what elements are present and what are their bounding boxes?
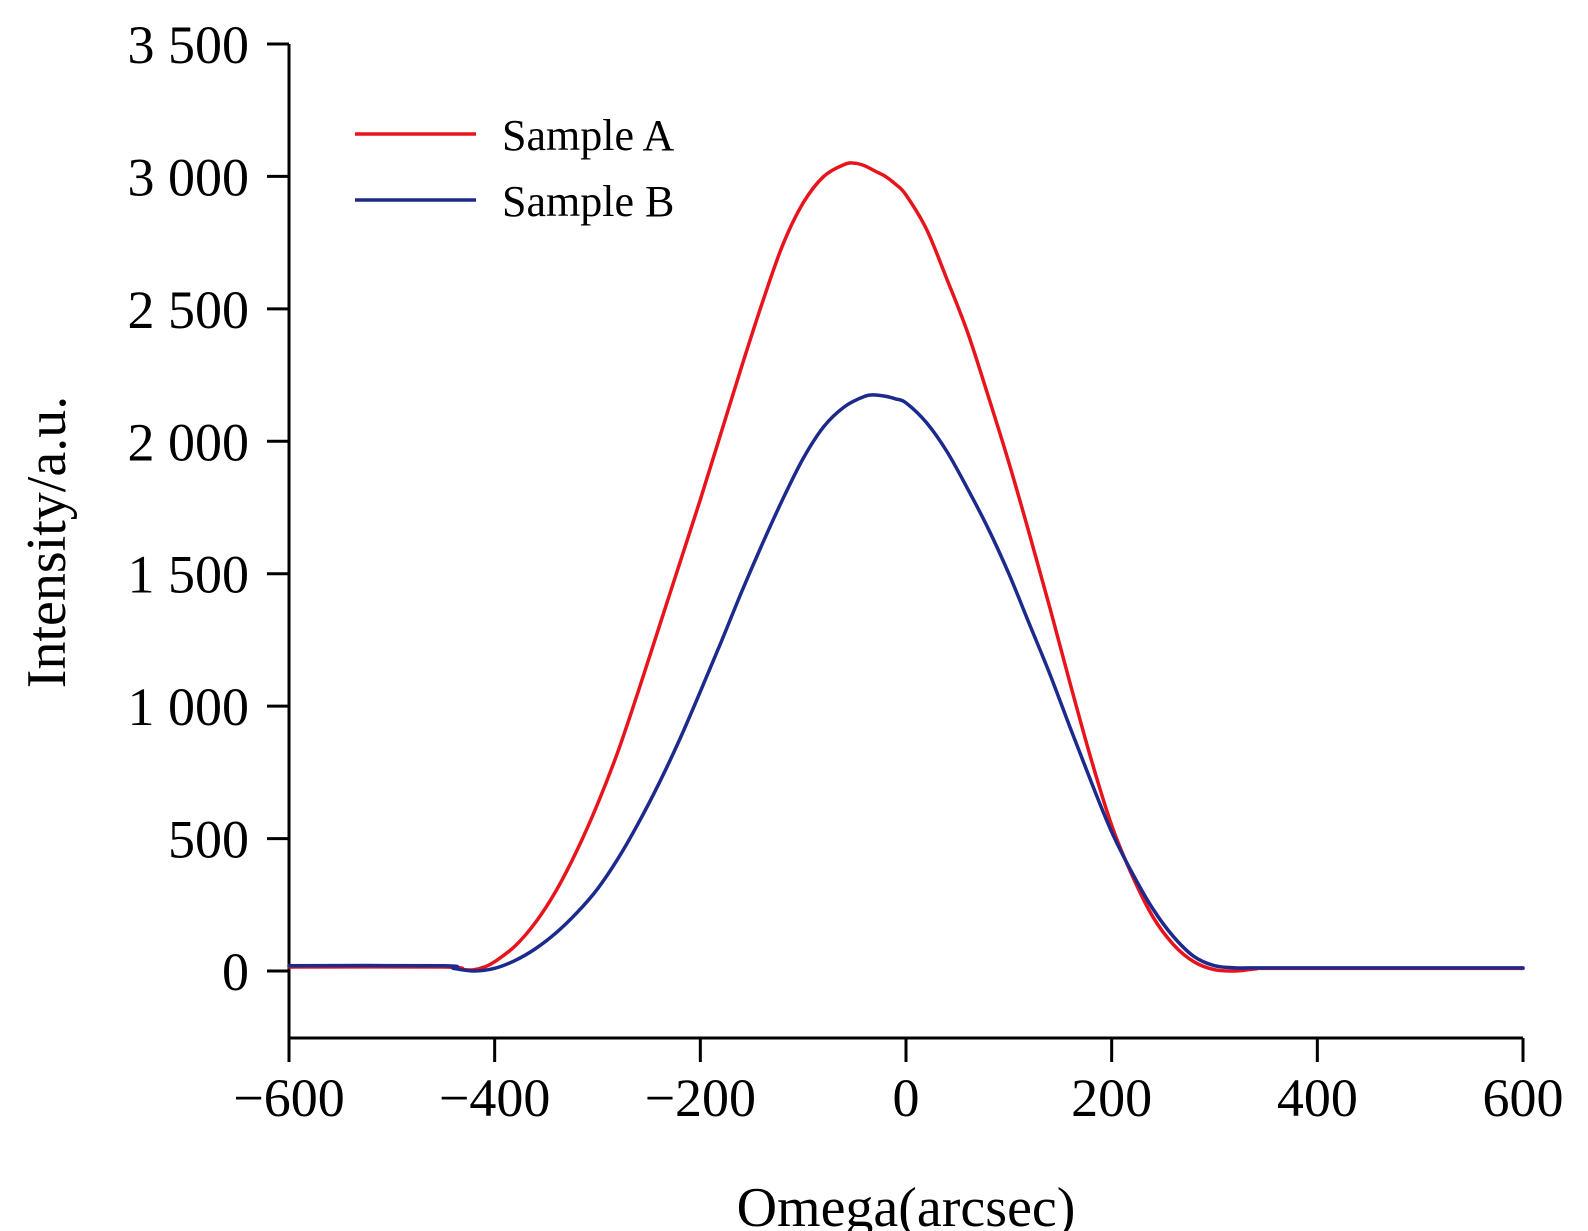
legend-label: Sample B [502, 177, 674, 226]
x-tick-label: 400 [1277, 1068, 1358, 1128]
y-tick-label: 3 500 [128, 15, 250, 75]
series-line-sample-a [287, 161, 1525, 973]
y-tick-label: 500 [168, 810, 249, 870]
x-tick-label: 600 [1483, 1068, 1564, 1128]
series-lines [287, 161, 1525, 973]
y-axis-title: Intensity/a.u. [16, 396, 78, 688]
x-tick-label: −200 [645, 1068, 756, 1128]
y-tick-label: 3 000 [128, 147, 250, 207]
legend-label: Sample A [502, 111, 675, 160]
x-tick-label: 200 [1071, 1068, 1152, 1128]
y-tick-label: 2 500 [128, 280, 250, 340]
y-tick-label: 2 000 [128, 412, 250, 472]
y-tick-label: 0 [222, 942, 249, 1002]
legend: Sample A Sample B [355, 111, 675, 226]
x-tick-label: −600 [233, 1068, 344, 1128]
x-tick-label: −400 [439, 1068, 550, 1128]
x-axis-title: Omega(arcsec) [737, 1177, 1076, 1231]
y-ticks: 0 500 1 000 1 500 2 000 2 500 3 000 3 500 [128, 15, 289, 1002]
y-tick-label: 1 500 [128, 545, 250, 605]
series-line-sample-b [287, 393, 1525, 973]
x-tick-label: 0 [893, 1068, 920, 1128]
y-tick-label: 1 000 [128, 677, 250, 737]
x-ticks: −600 −400 −200 0 200 400 600 [233, 1038, 1564, 1128]
